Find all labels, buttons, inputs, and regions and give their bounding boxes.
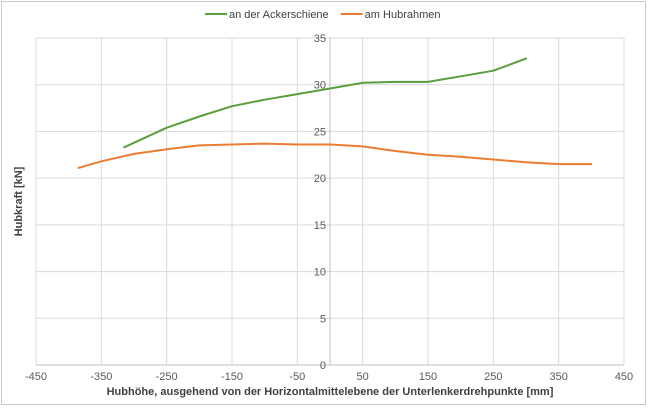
legend: an der Ackerschiene am Hubrahmen — [205, 9, 441, 21]
y-tick-label: 35 — [314, 33, 326, 45]
y-tick-label: 10 — [314, 267, 326, 279]
x-tick-label: -50 — [289, 371, 305, 383]
x-tick-label: 450 — [615, 371, 633, 383]
x-tick-label: -350 — [90, 371, 112, 383]
y-tick-label: 15 — [314, 220, 326, 232]
x-tick-label: -450 — [25, 371, 47, 383]
x-tick-label: -250 — [156, 371, 178, 383]
y-tick-label: 20 — [314, 173, 326, 185]
y-axis-title: Hubkraft [kN] — [13, 166, 25, 236]
series-line-0 — [123, 57, 527, 149]
series-lines — [77, 57, 593, 169]
legend-label-ackerschiene: an der Ackerschiene — [229, 9, 329, 21]
x-tick-label: 50 — [357, 371, 369, 383]
legend-label-hubrahmen: am Hubrahmen — [365, 9, 441, 21]
x-tick-label: 150 — [419, 371, 437, 383]
x-tick-label: 250 — [484, 371, 502, 383]
x-tick-label: 350 — [549, 371, 567, 383]
y-tick-label: 5 — [320, 313, 326, 325]
y-tick-label: 25 — [314, 126, 326, 138]
x-tick-label: -150 — [221, 371, 243, 383]
x-axis-title: Hubhöhe, ausgehend von der Horizontalmit… — [107, 386, 554, 398]
series-line-1 — [77, 142, 593, 169]
y-tick-label: 0 — [320, 360, 326, 372]
